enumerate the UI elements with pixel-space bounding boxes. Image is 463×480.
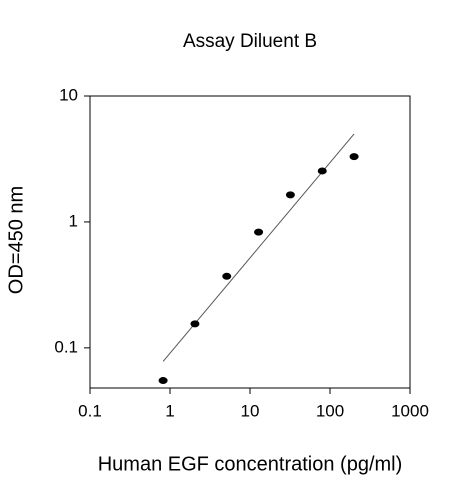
data-point bbox=[349, 153, 359, 161]
data-point bbox=[285, 191, 295, 199]
plot-frame bbox=[89, 95, 411, 389]
data-point bbox=[158, 377, 168, 385]
x-tick-label: 0.1 bbox=[78, 401, 102, 420]
x-tick-label: 1 bbox=[165, 401, 174, 420]
data-point bbox=[222, 272, 232, 280]
data-point bbox=[254, 228, 264, 236]
x-tick-label: 100 bbox=[316, 401, 344, 420]
x-tick-label: 10 bbox=[241, 401, 260, 420]
chart-title: Assay Diluent B bbox=[183, 31, 317, 52]
fit-line bbox=[162, 133, 355, 362]
data-point bbox=[190, 320, 200, 328]
y-tick-label: 1 bbox=[69, 211, 78, 230]
y-axis-title: OD=450 nm bbox=[5, 186, 27, 294]
x-tick-label: 1000 bbox=[391, 401, 429, 420]
y-tick-label: 10 bbox=[59, 85, 78, 104]
x-axis-title: Human EGF concentration (pg/ml) bbox=[98, 453, 403, 475]
y-tick-label: 0.1 bbox=[54, 337, 78, 356]
data-point bbox=[317, 167, 327, 175]
